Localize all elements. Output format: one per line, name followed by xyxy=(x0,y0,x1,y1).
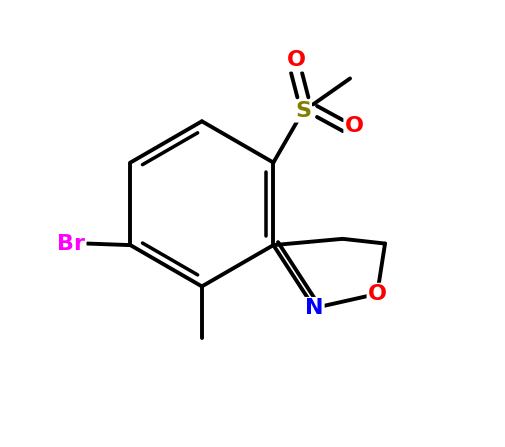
Text: O: O xyxy=(286,51,306,70)
Text: O: O xyxy=(367,284,386,304)
Text: S: S xyxy=(294,101,310,122)
Text: Br: Br xyxy=(57,233,85,253)
Text: O: O xyxy=(344,116,363,135)
Text: N: N xyxy=(305,298,323,318)
